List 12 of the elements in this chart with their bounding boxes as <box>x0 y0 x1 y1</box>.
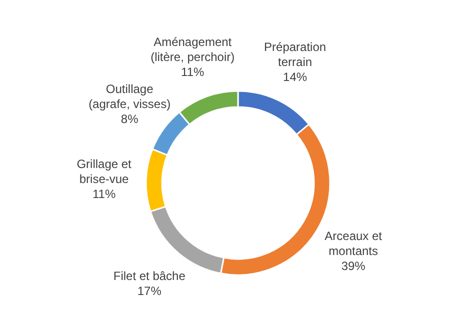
slice-label: Outillage (agrafe, visses) <box>88 82 171 112</box>
data-label: 11% <box>181 64 204 79</box>
data-label: 14% <box>283 70 308 84</box>
slice-label: Préparation terrain <box>264 40 326 69</box>
data-label: 8% <box>120 112 139 126</box>
slice-label: Grillage et brise-vue <box>76 156 132 186</box>
data-label: 17% <box>137 284 162 298</box>
data-label: 39% <box>341 259 366 274</box>
slice-label: Arceaux et montants <box>324 229 383 258</box>
slice-label: Filet et bâche <box>113 269 186 284</box>
data-label: 11% <box>92 186 116 201</box>
slice-label: Aménagement (litère, perchoir) <box>150 34 235 64</box>
